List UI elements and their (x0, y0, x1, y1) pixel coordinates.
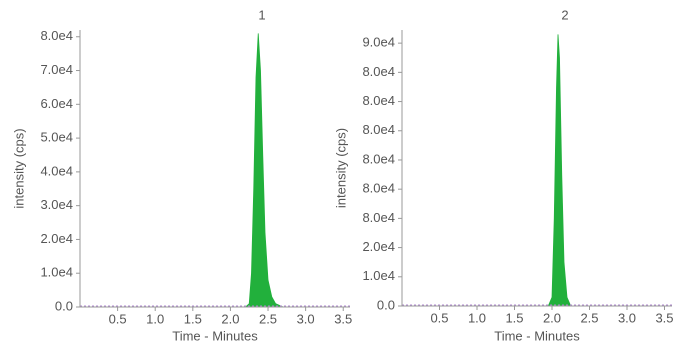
y-axis-label: intensity (cps) (11, 128, 26, 208)
x-tick-label: 3.0 (297, 311, 315, 326)
y-tick-label: 4.0e4 (40, 163, 73, 178)
y-tick-label: 8.0e4 (40, 28, 73, 43)
x-tick-label: 2.5 (580, 310, 598, 325)
peak-area (80, 33, 350, 308)
y-tick-label: 8.0e4 (362, 93, 395, 108)
x-tick-label: 3.5 (334, 311, 352, 326)
y-axis-label: intensity (cps) (333, 128, 348, 208)
y-tick-label: 8.0e4 (362, 210, 395, 225)
y-tick-label: 3.0e4 (40, 197, 73, 212)
y-tick-label: 8.0e4 (362, 181, 395, 196)
y-tick-label: 8.0e4 (362, 122, 395, 137)
y-tick-label: 5.0e4 (40, 130, 73, 145)
x-tick-label: 1.0 (146, 311, 164, 326)
x-tick-label: 1.0 (468, 310, 486, 325)
x-axis-label: Time - Minutes (172, 328, 258, 343)
y-tick-label: 9.0e4 (362, 35, 395, 50)
y-tick-label: 7.0e4 (40, 62, 73, 77)
chart-title: 2 (561, 7, 568, 22)
y-tick-label: 0.0 (55, 298, 73, 313)
y-tick-label: 2.0e4 (362, 239, 395, 254)
x-tick-label: 2.5 (259, 311, 277, 326)
x-tick-label: 0.5 (430, 310, 448, 325)
x-axis-label: Time - Minutes (494, 328, 580, 343)
peak-area (402, 34, 672, 307)
y-tick-label: 0.0 (377, 297, 395, 312)
y-tick-label: 1.0e4 (362, 268, 395, 283)
x-tick-label: 2.0 (543, 310, 561, 325)
chart-title: 1 (258, 7, 265, 22)
y-tick-label: 6.0e4 (40, 96, 73, 111)
x-tick-label: 2.0 (221, 311, 239, 326)
y-tick-label: 1.0e4 (40, 265, 73, 280)
y-tick-label: 2.0e4 (40, 231, 73, 246)
x-tick-label: 3.5 (655, 310, 673, 325)
y-tick-label: 8.0e4 (362, 151, 395, 166)
x-tick-label: 1.5 (184, 311, 202, 326)
x-tick-label: 1.5 (505, 310, 523, 325)
x-tick-label: 0.5 (109, 311, 127, 326)
x-tick-label: 3.0 (618, 310, 636, 325)
y-tick-label: 8.0e4 (362, 64, 395, 79)
